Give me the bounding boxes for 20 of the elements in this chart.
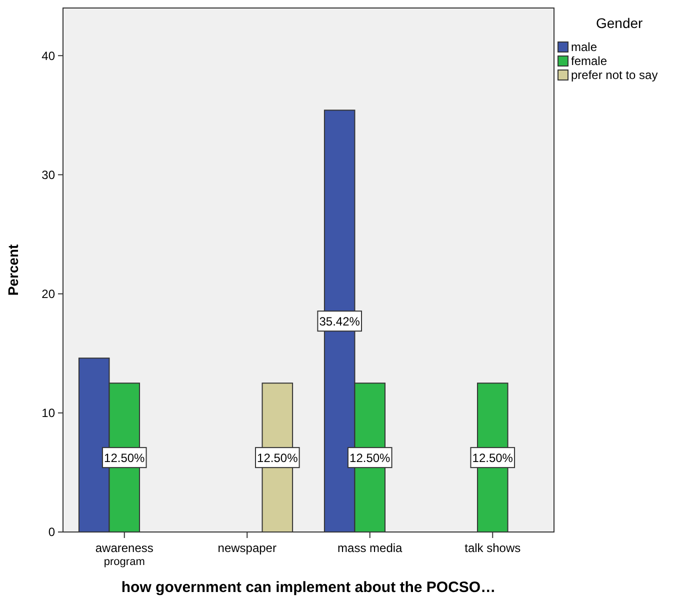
data-label: 35.42% [319,314,360,329]
y-tick-label: 10 [42,406,56,420]
x-tick-label: talk shows [464,541,521,555]
y-tick-label: 0 [48,525,56,540]
x-axis-title: how government can implement about the POCSO… [121,579,496,596]
data-label: 12.50% [257,451,298,466]
legend-label: prefer not to say [571,68,658,82]
y-axis-title: Percent [5,244,21,296]
y-tick-label: 20 [42,287,56,302]
y-tick-label: 30 [42,168,56,182]
data-label: 12.50% [104,451,146,466]
x-tick-label: awareness program [95,541,154,568]
legend-title: Gender [596,15,644,31]
y-tick-label: 40 [42,48,56,63]
x-tick-label: newspaper [218,541,276,555]
legend-label: male [571,40,598,54]
x-tick-label: mass media [338,541,403,555]
legend-label: female [571,54,608,68]
data-label: 12.50% [350,451,391,466]
data-label: 12.50% [472,451,514,466]
